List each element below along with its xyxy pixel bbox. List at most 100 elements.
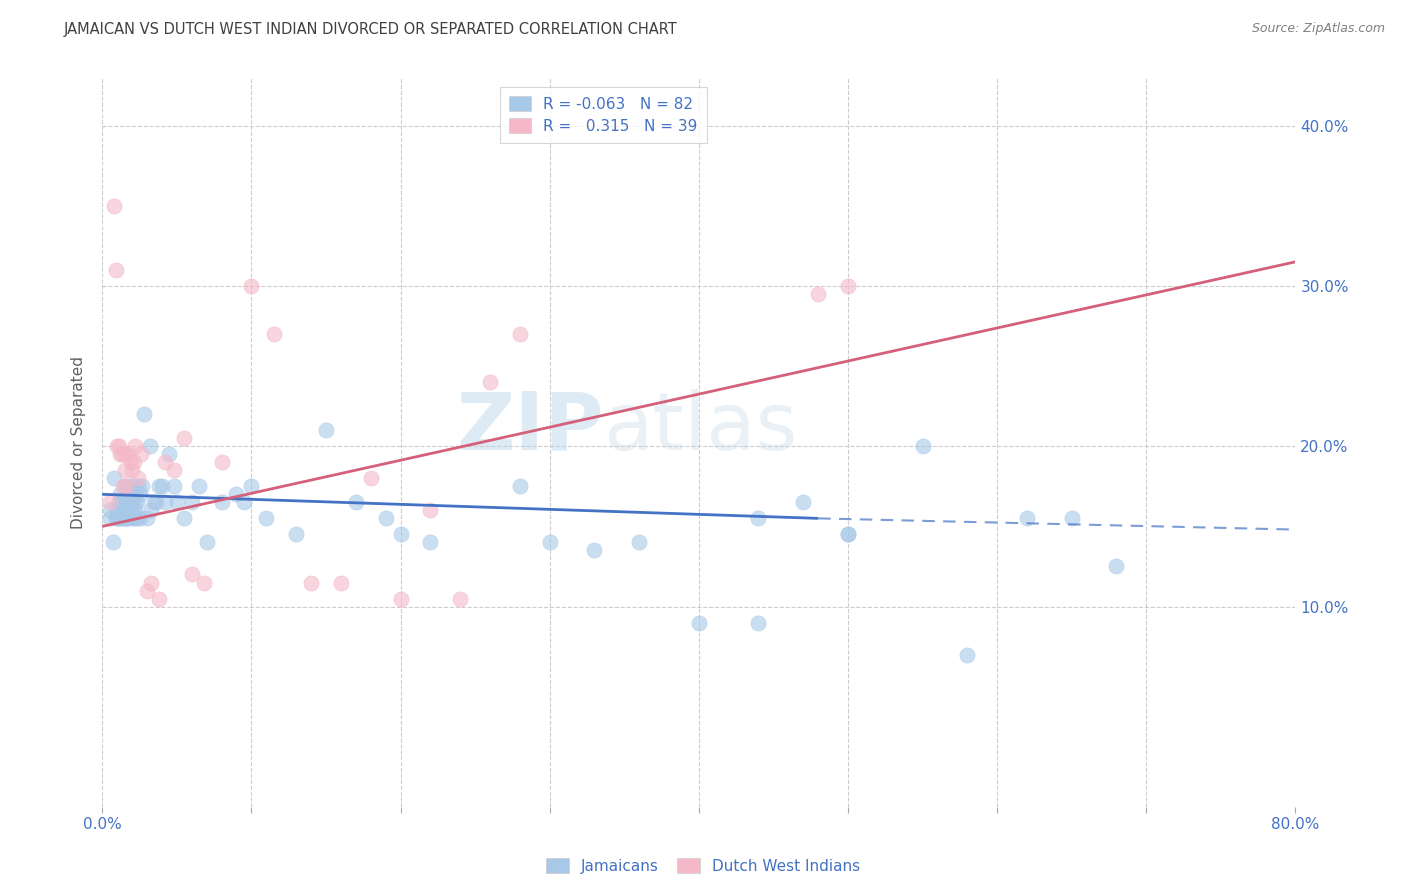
Point [108,511,131,525]
Y-axis label: Divorced or Separated: Divorced or Separated [72,356,86,529]
Point [124,503,146,517]
Point [128,487,150,501]
Point [628,535,651,549]
Point [108,447,131,461]
Point [108,487,131,501]
Point [131,479,153,493]
Point [315,423,337,437]
Point [449,591,471,606]
Point [124,439,146,453]
Point [193,575,215,590]
Point [129,447,152,461]
Point [98,511,121,525]
Point [163,463,186,477]
Point [115,479,138,493]
Point [1060,511,1083,525]
Point [103,471,125,485]
Point [240,278,263,293]
Point [509,326,531,341]
Point [747,511,769,525]
Point [538,535,561,549]
Point [837,527,859,541]
Text: ZIP: ZIP [456,389,603,467]
Point [148,591,170,606]
Point [911,439,934,453]
Point [115,487,138,501]
Point [153,495,176,509]
Legend: Jamaicans, Dutch West Indians: Jamaicans, Dutch West Indians [540,852,866,880]
Point [195,535,218,549]
Point [107,439,129,453]
Point [360,471,382,485]
Point [254,511,277,525]
Point [105,439,128,453]
Point [389,591,412,606]
Point [1105,559,1128,574]
Point [132,407,155,421]
Point [101,535,124,549]
Point [114,463,136,477]
Point [117,511,139,525]
Point [104,511,127,525]
Point [747,615,769,630]
Point [211,495,233,509]
Point [141,575,163,590]
Point [374,511,396,525]
Point [139,439,162,453]
Point [124,495,146,509]
Point [263,326,285,341]
Text: Source: ZipAtlas.com: Source: ZipAtlas.com [1251,22,1385,36]
Point [114,503,136,517]
Point [114,447,136,461]
Point [157,447,180,461]
Point [98,495,121,509]
Point [110,503,132,517]
Point [211,455,233,469]
Point [122,511,145,525]
Point [163,479,186,493]
Point [148,479,170,493]
Point [479,375,502,389]
Point [125,495,148,509]
Point [98,503,121,517]
Point [122,455,145,469]
Point [120,503,142,517]
Point [329,575,352,590]
Point [110,495,132,509]
Text: JAMAICAN VS DUTCH WEST INDIAN DIVORCED OR SEPARATED CORRELATION CHART: JAMAICAN VS DUTCH WEST INDIAN DIVORCED O… [63,22,678,37]
Point [1015,511,1038,525]
Point [105,503,128,517]
Point [103,199,125,213]
Point [688,615,710,630]
Point [173,511,195,525]
Point [225,487,247,501]
Point [114,511,136,525]
Legend: R = -0.063   N = 82, R =   0.315   N = 39: R = -0.063 N = 82, R = 0.315 N = 39 [501,87,707,143]
Point [112,479,135,493]
Point [121,511,143,525]
Point [120,495,142,509]
Point [122,479,145,493]
Point [389,527,412,541]
Point [121,487,143,501]
Point [145,495,167,509]
Point [173,431,195,445]
Point [792,495,814,509]
Point [105,511,128,525]
Point [232,495,254,509]
Point [136,583,159,598]
Point [837,527,859,541]
Point [136,511,159,525]
Point [114,479,136,493]
Point [107,511,129,525]
Point [127,479,149,493]
Point [150,479,173,493]
Point [121,463,143,477]
Point [107,495,129,509]
Point [117,495,139,509]
Point [956,648,979,662]
Point [837,278,859,293]
Point [128,511,150,525]
Point [188,479,211,493]
Point [110,511,132,525]
